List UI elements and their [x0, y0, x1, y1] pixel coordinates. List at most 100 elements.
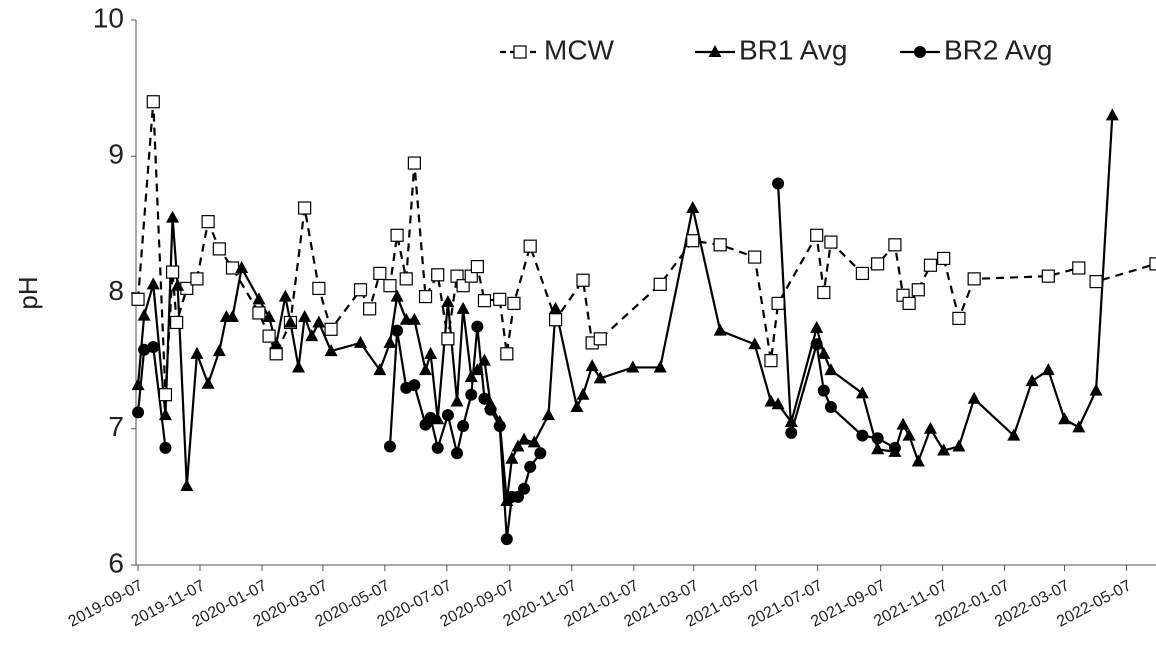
- data-point: [419, 363, 433, 376]
- data-point: [131, 292, 145, 306]
- data-point: [856, 429, 869, 442]
- data-point: [471, 320, 484, 333]
- data-point: [324, 322, 338, 336]
- data-point: [824, 235, 838, 249]
- data-point: [292, 360, 306, 373]
- data-point: [952, 311, 966, 325]
- data-point: [824, 400, 837, 413]
- data-point: [431, 268, 445, 282]
- data-point: [576, 273, 590, 287]
- data-point: [523, 239, 537, 253]
- data-point: [713, 238, 727, 252]
- y-tick-label: 6: [108, 547, 124, 578]
- data-point: [262, 329, 276, 343]
- data-point: [399, 272, 413, 286]
- data-point: [493, 292, 507, 306]
- data-point: [464, 369, 478, 382]
- data-point: [212, 242, 226, 256]
- data-point: [477, 353, 491, 366]
- data-point: [952, 439, 966, 452]
- data-point: [383, 335, 397, 348]
- data-point: [383, 279, 397, 293]
- data-point: [147, 341, 160, 353]
- data-point: [1058, 412, 1072, 425]
- data-point: [146, 95, 160, 109]
- data-point: [772, 177, 785, 190]
- data-point: [517, 432, 531, 445]
- data-point: [278, 289, 292, 302]
- data-point: [1105, 108, 1119, 121]
- data-point: [937, 251, 951, 266]
- data-point: [541, 408, 555, 421]
- data-point: [855, 386, 869, 399]
- data-point: [201, 215, 215, 229]
- data-point: [441, 295, 455, 308]
- data-point: [817, 285, 831, 300]
- data-point: [180, 478, 194, 491]
- data-point: [390, 228, 404, 242]
- data-point: [363, 302, 377, 316]
- data-point: [450, 394, 464, 407]
- data-point: [764, 354, 778, 368]
- data-point: [500, 347, 514, 361]
- data-point: [190, 272, 204, 286]
- data-point: [1089, 275, 1103, 289]
- data-point: [937, 443, 951, 456]
- data-point: [507, 296, 521, 310]
- data-point: [391, 324, 404, 337]
- data-point: [470, 260, 484, 274]
- data-point: [923, 258, 938, 272]
- data-point: [201, 376, 215, 389]
- data-point: [871, 442, 885, 455]
- data-point: [399, 312, 413, 325]
- data-point: [824, 363, 838, 376]
- data-point: [477, 294, 492, 308]
- data-point: [888, 238, 902, 252]
- data-point: [312, 281, 326, 296]
- data-point: [441, 409, 454, 422]
- data-point: [967, 391, 981, 404]
- data-point: [1149, 257, 1156, 271]
- data-point: [252, 306, 266, 320]
- data-point: [1007, 428, 1021, 441]
- data-point: [132, 406, 145, 419]
- data-point: [373, 266, 387, 281]
- data-point: [159, 441, 172, 454]
- data-point: [138, 343, 151, 356]
- data-point: [305, 329, 319, 342]
- series-line: [136, 183, 896, 540]
- y-axis-label: pH: [13, 276, 43, 309]
- data-point: [784, 414, 798, 427]
- data-point: [424, 411, 437, 424]
- data-point: [785, 426, 798, 439]
- y-tick-label: 8: [108, 275, 124, 306]
- data-point: [810, 228, 824, 242]
- data-point: [771, 397, 785, 410]
- legend-marker: [914, 46, 926, 58]
- y-tick-label: 7: [108, 411, 124, 442]
- data-point: [324, 344, 338, 357]
- data-point: [478, 392, 491, 405]
- legend-label: BR2 Avg: [944, 34, 1052, 65]
- data-point: [431, 441, 444, 454]
- data-point: [653, 277, 667, 291]
- data-point: [390, 289, 404, 302]
- data-point: [269, 347, 283, 361]
- data-point: [518, 482, 531, 495]
- data-point: [252, 292, 266, 305]
- data-point: [424, 346, 438, 359]
- data-point: [911, 454, 925, 467]
- data-point: [810, 320, 824, 333]
- data-point: [493, 420, 506, 433]
- data-point: [298, 201, 312, 215]
- series-line: [136, 115, 1114, 502]
- data-point: [235, 260, 249, 273]
- data-point: [353, 283, 368, 297]
- data-point: [500, 533, 513, 546]
- data-point: [158, 388, 173, 402]
- data-point: [158, 408, 172, 421]
- data-point: [817, 346, 831, 359]
- data-point: [686, 234, 700, 248]
- data-point: [511, 490, 524, 503]
- data-point: [283, 315, 297, 328]
